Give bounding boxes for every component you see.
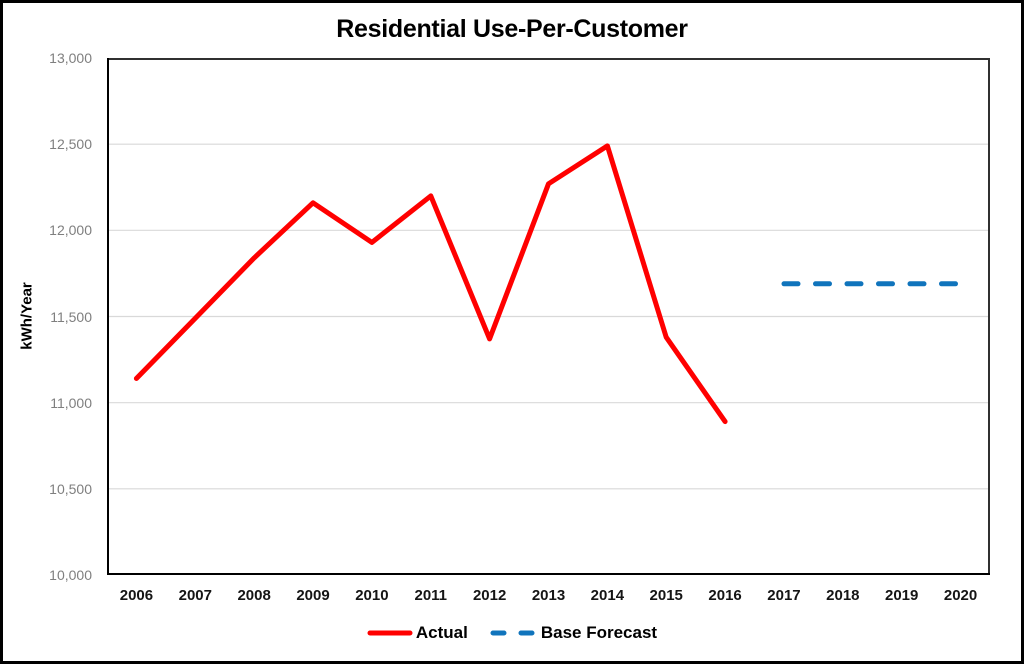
x-tick-label: 2009 — [296, 587, 330, 604]
y-tick-label: 13,000 — [49, 50, 92, 66]
legend-label-actual: Actual — [415, 623, 468, 642]
x-tick-label: 2018 — [826, 587, 860, 604]
plot-area — [107, 58, 990, 575]
x-tick-label: 2007 — [178, 587, 212, 604]
x-tick-label: 2014 — [590, 587, 625, 604]
y-tick-label: 10,500 — [49, 480, 92, 497]
actual-line-swatch — [367, 630, 413, 636]
x-tick-label: 2006 — [119, 587, 154, 604]
x-axis-tick-labels: 2006 2007 2008 2009 2010 2011 2012 2013 2014 2015… — [107, 587, 990, 607]
y-tick-label: 12,500 — [49, 136, 92, 153]
legend-item-forecast: Base Forecast — [490, 623, 657, 643]
y-tick-label: 12,000 — [49, 222, 92, 239]
x-tick-label: 2011 — [414, 587, 448, 604]
chart-title: Residential Use-Per-Customer — [336, 15, 688, 43]
y-tick-label: 10,000 — [49, 567, 92, 583]
x-tick-label: 2020 — [943, 587, 978, 604]
x-tick-label: 2019 — [885, 587, 919, 604]
x-tick-label: 2017 — [767, 587, 801, 604]
y-tick-label: 11,000 — [50, 394, 92, 411]
x-tick-label: 2013 — [531, 587, 566, 604]
x-tick-label: 2012 — [472, 587, 507, 604]
y-tick-label: 11,500 — [50, 308, 92, 325]
chart-canvas — [107, 58, 990, 575]
legend: Actual Base Forecast — [3, 623, 1021, 643]
legend-item-actual: Actual — [367, 623, 468, 643]
y-axis-tick-labels: 13,000 12,500 12,000 11,500 11,000 10,500 10,0… — [3, 50, 92, 583]
x-tick-label: 2008 — [237, 587, 271, 604]
x-tick-label: 2010 — [355, 587, 389, 604]
forecast-line-swatch — [490, 630, 538, 636]
x-tick-label: 2015 — [649, 587, 683, 604]
legend-label-forecast: Base Forecast — [540, 623, 658, 642]
x-tick-label: 2016 — [708, 587, 742, 604]
